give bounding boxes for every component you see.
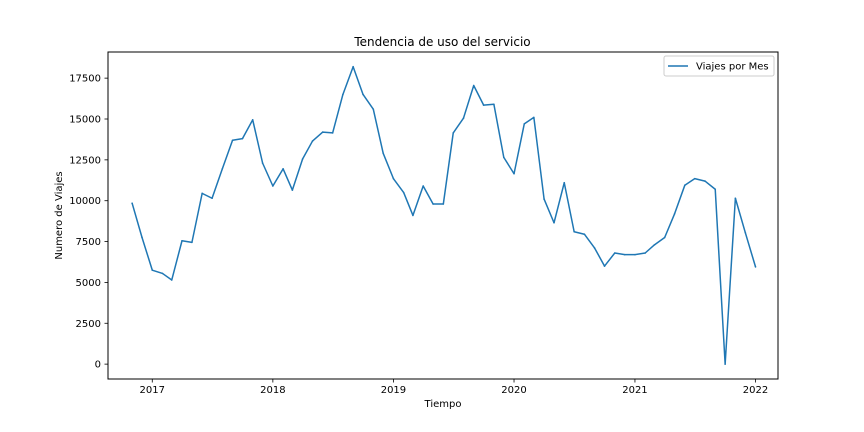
data-point	[563, 181, 566, 184]
data-point	[634, 253, 636, 256]
data-point	[693, 177, 696, 180]
x-tick-label: 2020	[501, 385, 526, 396]
y-tick-label: 2500	[76, 319, 101, 330]
data-point	[282, 168, 284, 170]
data-point	[131, 202, 133, 204]
data-point	[382, 152, 385, 155]
data-point	[744, 231, 747, 234]
data-point	[392, 177, 395, 180]
y-tick-label: 12500	[69, 155, 101, 166]
data-point	[291, 189, 294, 191]
data-point	[211, 197, 213, 200]
data-point	[653, 244, 656, 246]
data-point	[221, 168, 224, 170]
data-point	[321, 131, 324, 133]
data-point	[181, 239, 183, 242]
data-point	[352, 65, 354, 68]
data-point	[523, 123, 526, 125]
legend-label: Viajes por Mes	[696, 62, 769, 73]
y-tick-label: 10000	[69, 196, 101, 207]
data-point	[231, 139, 234, 142]
data-point	[432, 203, 434, 205]
data-point	[342, 93, 344, 96]
series-points	[131, 65, 757, 365]
x-axis-ticks: 2017 2018 2019 2020 2021 2022	[140, 379, 768, 396]
data-point	[704, 180, 706, 182]
data-point	[301, 158, 304, 160]
x-tick-label: 2021	[622, 385, 647, 396]
data-point	[613, 252, 616, 254]
data-point	[644, 252, 646, 254]
data-point	[472, 84, 475, 87]
data-point	[714, 188, 717, 191]
data-point	[593, 247, 596, 249]
data-point	[241, 137, 244, 140]
data-point	[151, 269, 154, 271]
data-point	[331, 132, 334, 134]
x-tick-label: 2017	[140, 385, 165, 396]
data-point	[261, 162, 264, 164]
data-point	[422, 185, 424, 187]
data-point	[502, 156, 505, 159]
data-point	[663, 236, 666, 239]
data-point	[623, 253, 626, 256]
data-point	[553, 221, 555, 224]
y-tick-label: 17500	[69, 74, 101, 85]
legend-box	[663, 55, 775, 77]
chart-title: Tendencia de uso del servicio	[353, 35, 530, 49]
data-point	[452, 132, 455, 134]
data-point	[462, 117, 465, 119]
data-point	[673, 212, 676, 215]
data-point	[170, 279, 173, 281]
y-tick-label: 7500	[76, 237, 101, 248]
data-point	[412, 214, 414, 217]
data-point	[311, 140, 314, 142]
data-point	[573, 230, 575, 233]
y-tick-label: 15000	[69, 115, 101, 126]
data-point	[191, 241, 193, 244]
data-point	[684, 184, 686, 186]
data-point	[724, 363, 726, 365]
legend: Viajes por Mes	[663, 55, 775, 77]
y-tick-label: 0	[95, 360, 101, 371]
data-point	[533, 116, 535, 119]
data-point	[513, 172, 515, 175]
data-point	[442, 203, 445, 205]
data-point	[734, 197, 737, 200]
x-tick-label: 2019	[381, 385, 406, 396]
data-point	[362, 93, 364, 96]
data-point	[251, 119, 254, 121]
data-point	[482, 104, 485, 106]
y-axis-label: Numero de Viajes	[54, 171, 65, 259]
data-point	[161, 272, 164, 275]
data-point	[543, 198, 545, 200]
data-point	[603, 265, 606, 267]
data-point	[141, 236, 143, 239]
y-axis-ticks: 0 2500 5000 7500 10000 12500 15000 17500	[69, 74, 108, 371]
data-point	[272, 185, 274, 187]
x-axis-label: Tiempo	[424, 399, 462, 410]
data-point	[583, 233, 586, 236]
y-tick-label: 5000	[76, 278, 101, 289]
data-point	[372, 108, 375, 110]
plot-frame	[107, 51, 779, 380]
data-point	[493, 103, 495, 106]
data-point	[754, 266, 757, 268]
data-point	[402, 191, 405, 194]
x-tick-label: 2022	[743, 385, 768, 396]
data-point	[201, 192, 203, 195]
x-tick-label: 2018	[260, 385, 285, 396]
